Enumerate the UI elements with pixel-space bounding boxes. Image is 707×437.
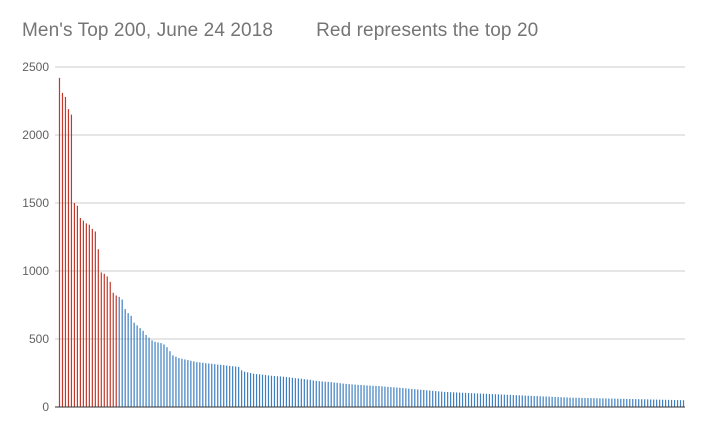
- gridlines: [55, 66, 685, 340]
- y-tick-label: 2500: [22, 60, 49, 74]
- y-tick-label: 2000: [22, 128, 49, 142]
- y-axis-tick-labels: 0 500 1000 1500 2000 2500: [22, 60, 49, 414]
- bars: [58, 77, 685, 407]
- y-tick-label: 0: [42, 400, 49, 414]
- chart-title: Men's Top 200, June 24 2018 Red represen…: [22, 20, 539, 41]
- y-tick-label: 1500: [22, 196, 49, 210]
- y-tick-label: 500: [29, 332, 49, 346]
- y-tick-label: 1000: [22, 264, 49, 278]
